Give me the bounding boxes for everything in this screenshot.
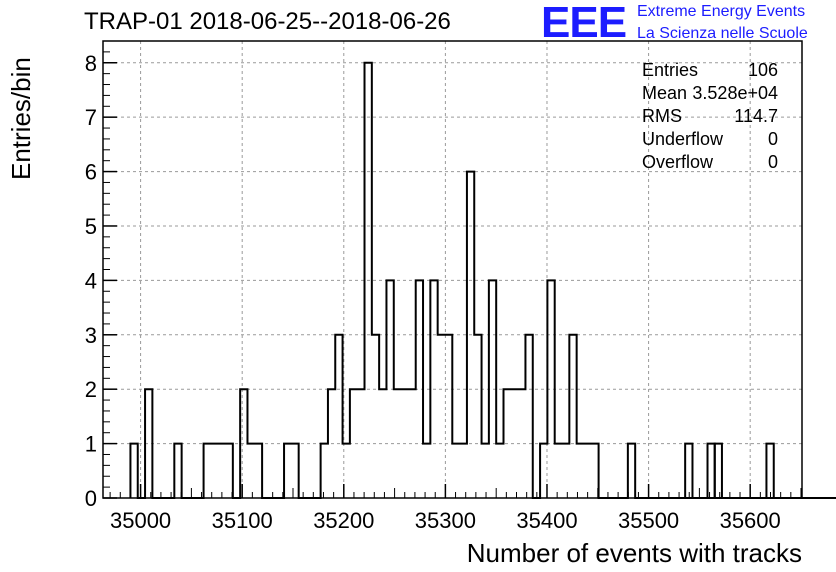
y-tick-label: 7 <box>85 105 97 130</box>
stat-underflow-label: Underflow <box>642 129 724 149</box>
y-tick-label: 2 <box>85 377 97 402</box>
stat-underflow-value: 0 <box>767 129 778 149</box>
y-tick-label: 8 <box>85 51 97 76</box>
x-tick-label: 35500 <box>618 508 679 533</box>
y-tick-label: 0 <box>85 486 97 511</box>
stat-overflow-label: Overflow <box>642 152 714 172</box>
x-tick-label: 35600 <box>720 508 781 533</box>
stat-entries-label: Entries <box>642 60 699 80</box>
histogram-bin <box>713 442 723 498</box>
chart-title: TRAP-01 2018-06-25--2018-06-26 <box>84 8 451 35</box>
y-tick-label: 6 <box>85 160 97 185</box>
stat-rms-label: RMS <box>642 106 682 126</box>
x-tick-label: 35000 <box>110 508 171 533</box>
y-tick-label: 1 <box>85 432 97 457</box>
stat-entries-value: 106 <box>747 60 778 80</box>
x-tick-label: 35100 <box>212 508 273 533</box>
x-tick-label: 35300 <box>415 508 476 533</box>
stat-rms-value: 114.7 <box>734 106 778 126</box>
stat-mean-label: Mean <box>642 83 688 103</box>
eee-logo: EEE <box>541 0 627 47</box>
x-tick-label: 35200 <box>313 508 374 533</box>
y-tick-label: 5 <box>85 214 97 239</box>
stat-overflow-value: 0 <box>767 152 778 172</box>
y-tick-label: 4 <box>85 268 97 293</box>
logo-line-1: Extreme Energy Events <box>637 3 806 20</box>
x-axis-label: Number of events with tracks <box>466 538 802 568</box>
logo-line-2: La Scienza nelle Scuole <box>637 25 808 42</box>
histogram-bin <box>684 442 694 498</box>
y-axis-label: Entries/bin <box>6 57 36 180</box>
stat-mean-value: 3.528e+04 <box>692 83 778 103</box>
histogram-bin <box>765 442 775 498</box>
y-tick-label: 3 <box>85 323 97 348</box>
x-tick-label: 35400 <box>516 508 577 533</box>
